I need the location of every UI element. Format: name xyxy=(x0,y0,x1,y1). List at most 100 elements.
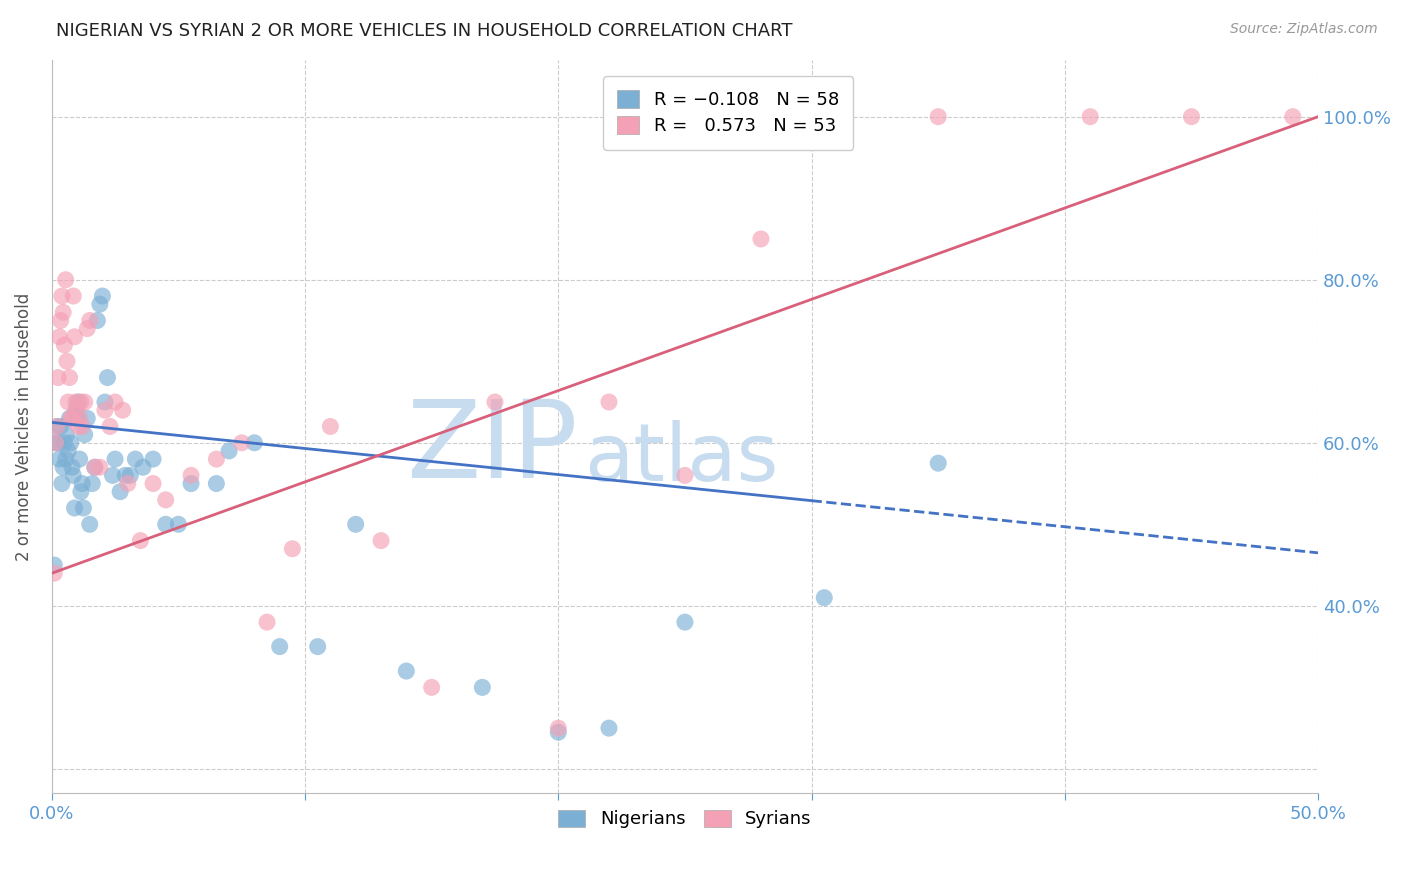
Point xyxy=(60,460,83,475)
Point xyxy=(55,273,77,287)
Point xyxy=(83,460,105,475)
Point xyxy=(63,501,86,516)
Point xyxy=(395,664,418,678)
Point xyxy=(58,370,80,384)
Point xyxy=(66,411,89,425)
Point xyxy=(91,289,114,303)
Point xyxy=(344,517,367,532)
Point xyxy=(180,476,202,491)
Point xyxy=(56,354,79,368)
Point xyxy=(231,435,253,450)
Point xyxy=(65,403,87,417)
Point xyxy=(70,476,93,491)
Point xyxy=(1281,110,1303,124)
Point xyxy=(104,452,127,467)
Point xyxy=(205,476,228,491)
Point xyxy=(155,492,177,507)
Point xyxy=(120,468,142,483)
Point xyxy=(547,725,569,739)
Point xyxy=(58,444,80,458)
Point xyxy=(53,435,76,450)
Point xyxy=(65,395,87,409)
Point xyxy=(218,444,240,458)
Point xyxy=(66,403,89,417)
Point xyxy=(94,395,117,409)
Point xyxy=(98,419,121,434)
Point xyxy=(56,427,79,442)
Point xyxy=(114,468,136,483)
Point xyxy=(45,435,67,450)
Point xyxy=(167,517,190,532)
Point xyxy=(52,305,75,319)
Point xyxy=(46,435,69,450)
Point xyxy=(45,435,67,450)
Point xyxy=(76,411,98,425)
Point xyxy=(132,460,155,475)
Point xyxy=(83,460,105,475)
Point xyxy=(51,476,73,491)
Point xyxy=(205,452,228,467)
Point xyxy=(49,419,72,434)
Point xyxy=(927,456,949,470)
Point xyxy=(813,591,835,605)
Legend: Nigerians, Syrians: Nigerians, Syrians xyxy=(551,803,818,836)
Point xyxy=(79,517,101,532)
Point xyxy=(598,395,620,409)
Point xyxy=(142,452,165,467)
Text: atlas: atlas xyxy=(583,420,778,499)
Point xyxy=(70,484,93,499)
Point xyxy=(673,468,696,483)
Text: NIGERIAN VS SYRIAN 2 OR MORE VEHICLES IN HOUSEHOLD CORRELATION CHART: NIGERIAN VS SYRIAN 2 OR MORE VEHICLES IN… xyxy=(56,22,793,40)
Point xyxy=(142,476,165,491)
Point xyxy=(46,370,69,384)
Point xyxy=(269,640,291,654)
Point xyxy=(1180,110,1202,124)
Point xyxy=(55,452,77,467)
Point xyxy=(111,403,134,417)
Point xyxy=(69,411,91,425)
Point xyxy=(598,721,620,735)
Point xyxy=(45,419,67,434)
Point xyxy=(471,681,494,695)
Text: ZIP: ZIP xyxy=(406,395,578,501)
Point xyxy=(104,395,127,409)
Point xyxy=(70,395,93,409)
Point xyxy=(58,411,80,425)
Point xyxy=(52,460,75,475)
Point xyxy=(420,681,443,695)
Point xyxy=(256,615,278,629)
Point xyxy=(547,721,569,735)
Point xyxy=(89,297,111,311)
Point xyxy=(96,370,118,384)
Point xyxy=(48,330,70,344)
Point xyxy=(59,435,82,450)
Point xyxy=(67,395,90,409)
Point xyxy=(108,484,131,499)
Y-axis label: 2 or more Vehicles in Household: 2 or more Vehicles in Household xyxy=(15,293,32,560)
Point xyxy=(67,419,90,434)
Point xyxy=(60,411,83,425)
Point xyxy=(44,558,66,572)
Point xyxy=(117,476,139,491)
Point xyxy=(1078,110,1101,124)
Point xyxy=(72,501,94,516)
Point xyxy=(62,289,84,303)
Point xyxy=(484,395,506,409)
Point xyxy=(69,452,91,467)
Point xyxy=(281,541,304,556)
Point xyxy=(319,419,342,434)
Point xyxy=(45,419,67,434)
Point xyxy=(49,313,72,327)
Point xyxy=(673,615,696,629)
Point xyxy=(53,338,76,352)
Point xyxy=(86,313,108,327)
Point xyxy=(749,232,772,246)
Point xyxy=(48,452,70,467)
Point xyxy=(370,533,392,548)
Point xyxy=(243,435,266,450)
Point xyxy=(58,395,80,409)
Point xyxy=(70,419,93,434)
Point xyxy=(129,533,152,548)
Point xyxy=(94,403,117,417)
Point xyxy=(44,566,66,581)
